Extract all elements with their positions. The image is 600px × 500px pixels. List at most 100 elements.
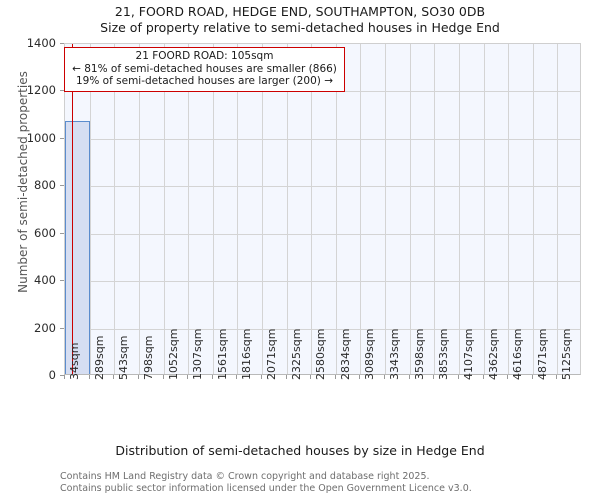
gridline-vertical — [286, 44, 288, 374]
y-tick-label: 400 — [34, 273, 56, 288]
histogram-bar — [65, 121, 90, 374]
x-tick-label: 2071sqm — [265, 328, 278, 380]
x-tick-mark — [507, 375, 509, 379]
y-tick-label: 1200 — [26, 83, 56, 98]
gridline-vertical — [114, 44, 116, 374]
y-tick-mark — [60, 327, 64, 329]
x-tick-mark — [64, 375, 65, 379]
y-tick-label: 1000 — [26, 130, 56, 145]
gridline-vertical — [434, 44, 436, 374]
x-tick-label: 4616sqm — [511, 328, 525, 380]
y-tick-label: 0 — [48, 368, 56, 382]
x-tick-label: 3089sqm — [363, 328, 377, 380]
x-tick-label: 289sqm — [92, 335, 106, 380]
gridline-vertical — [409, 44, 411, 374]
x-tick-label: 3598sqm — [412, 328, 426, 380]
x-tick-mark — [531, 375, 533, 379]
x-tick-label: 34sqm — [68, 342, 81, 380]
x-tick-label: 3853sqm — [437, 328, 451, 380]
x-tick-mark — [113, 375, 115, 379]
y-tick-mark — [60, 137, 64, 139]
gridline-vertical — [557, 44, 559, 374]
gridline-horizontal — [65, 281, 580, 283]
gridline-horizontal — [65, 186, 580, 188]
x-tick-label: 2580sqm — [314, 328, 328, 380]
gridline-horizontal — [65, 91, 580, 93]
x-tick-label: 4107sqm — [461, 328, 475, 380]
y-tick-mark — [60, 375, 64, 376]
y-tick-mark — [60, 232, 64, 234]
x-tick-label: 5125sqm — [560, 328, 574, 380]
x-tick-label: 543sqm — [117, 335, 131, 380]
x-tick-label: 1816sqm — [240, 328, 254, 380]
x-tick-label: 2325sqm — [289, 328, 303, 380]
x-tick-mark — [236, 375, 238, 379]
y-tick-label: 800 — [34, 178, 56, 193]
x-tick-label: 1052sqm — [166, 328, 180, 380]
gridline-vertical — [458, 44, 460, 374]
x-tick-mark — [457, 375, 459, 379]
y-axis-title-wrap: Number of semi-detached properties — [0, 0, 30, 293]
x-tick-mark — [137, 375, 139, 379]
gridline-vertical — [89, 44, 91, 374]
chart-subtitle: Size of property relative to semi-detach… — [100, 20, 500, 35]
gridline-horizontal — [65, 138, 580, 140]
y-tick-mark — [60, 185, 64, 187]
annotation-line-2: ← 81% of semi-detached houses are smalle… — [72, 62, 337, 75]
y-tick-mark — [60, 280, 64, 282]
y-tick-mark — [60, 90, 64, 92]
x-tick-mark — [384, 375, 385, 379]
y-axis-title: Number of semi-detached properties — [16, 71, 30, 293]
gridline-vertical — [138, 44, 140, 374]
annotation-line-1: 21 FOORD ROAD: 105sqm — [135, 50, 274, 62]
gridline-vertical — [360, 44, 362, 374]
x-tick-label: 798sqm — [141, 335, 155, 380]
footer-line-1: Contains HM Land Registry data © Crown c… — [60, 471, 430, 482]
x-tick-mark — [211, 375, 213, 379]
x-tick-mark — [482, 375, 484, 379]
gridline-vertical — [188, 44, 190, 374]
gridline-vertical — [335, 44, 337, 374]
gridline-vertical — [508, 44, 510, 374]
x-tick-mark — [408, 375, 410, 379]
x-tick-label: 1561sqm — [215, 328, 229, 380]
x-tick-mark — [187, 375, 189, 379]
x-tick-mark — [261, 375, 262, 379]
gridline-vertical — [483, 44, 485, 374]
x-tick-label: 2834sqm — [338, 328, 352, 380]
footer-attribution: Contains HM Land Registry data © Crown c… — [60, 471, 600, 494]
x-tick-label: 4362sqm — [486, 328, 500, 380]
x-tick-mark — [359, 375, 361, 379]
chart-title: 21, FOORD ROAD, HEDGE END, SOUTHAMPTON, … — [114, 4, 486, 19]
y-tick-label: 200 — [34, 320, 56, 335]
x-tick-mark — [556, 375, 558, 379]
x-tick-mark — [334, 375, 336, 379]
plot-area — [64, 43, 581, 375]
x-tick-mark — [310, 375, 312, 379]
gridline-vertical — [262, 44, 263, 374]
x-tick-label: 4871sqm — [535, 328, 549, 380]
y-tick-mark — [60, 43, 64, 44]
gridline-vertical — [532, 44, 534, 374]
x-tick-mark — [433, 375, 435, 379]
property-size-marker-line — [71, 44, 74, 374]
gridline-vertical — [311, 44, 313, 374]
x-tick-mark — [162, 375, 164, 379]
y-tick-label: 600 — [34, 225, 56, 240]
property-annotation-box: 21 FOORD ROAD: 105sqm ← 81% of semi-deta… — [64, 47, 345, 92]
gridline-vertical — [212, 44, 214, 374]
gridline-horizontal — [65, 328, 580, 330]
footer-line-2: Contains public sector information licen… — [60, 482, 472, 494]
x-tick-mark — [285, 375, 287, 379]
gridline-vertical — [237, 44, 239, 374]
x-tick-mark — [88, 375, 90, 379]
gridline-horizontal — [65, 233, 580, 235]
gridline-vertical — [163, 44, 165, 374]
gridline-vertical — [385, 44, 386, 374]
y-tick-label: 1400 — [26, 36, 56, 50]
x-tick-label: 1307sqm — [191, 328, 205, 380]
x-tick-label: 3343sqm — [388, 328, 401, 380]
annotation-line-3: 19% of semi-detached houses are larger (… — [76, 75, 333, 87]
x-axis-title: Distribution of semi-detached houses by … — [115, 443, 485, 458]
